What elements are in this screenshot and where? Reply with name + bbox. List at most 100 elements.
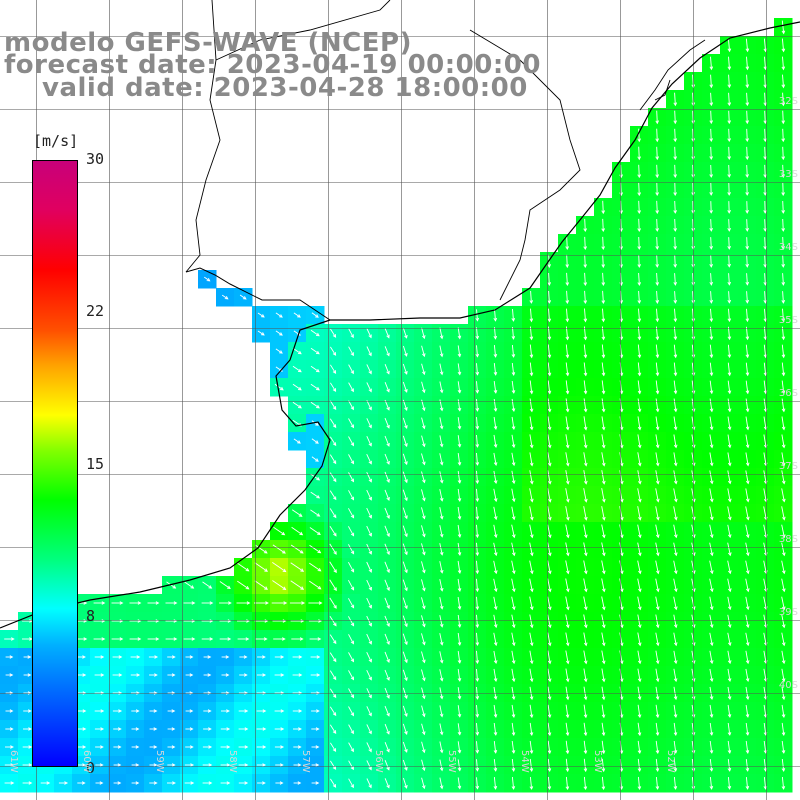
- wind-vector: [782, 74, 784, 88]
- wind-vector-head: [421, 389, 426, 394]
- wind-vector-head: [493, 606, 498, 611]
- wind-vector: [710, 74, 712, 88]
- wind-vector-head: [137, 619, 142, 623]
- wind-vector-head: [119, 601, 124, 605]
- wind-vector: [637, 686, 641, 700]
- wind-vector: [655, 740, 659, 754]
- wind-vector-head: [601, 300, 606, 305]
- wind-vector: [476, 596, 478, 610]
- wind-vector-head: [225, 673, 230, 677]
- wind-vector-head: [245, 637, 250, 641]
- wind-vector: [763, 542, 767, 556]
- wind-vector-head: [350, 550, 355, 555]
- wind-vector-head: [530, 552, 534, 557]
- wind-vector-head: [173, 601, 178, 605]
- wind-vector: [601, 776, 605, 790]
- wind-vector: [638, 272, 640, 286]
- wind-vector-head: [637, 282, 642, 286]
- wind-vector-head: [565, 300, 570, 305]
- wind-vector: [583, 758, 587, 772]
- wind-vector: [674, 164, 676, 178]
- wind-vector: [366, 472, 372, 482]
- wind-vector: [421, 633, 425, 645]
- wind-vector-head: [350, 388, 354, 393]
- wind-vector-head: [691, 714, 696, 719]
- wind-vector-head: [264, 568, 268, 572]
- wind-vector-head: [529, 372, 534, 377]
- wind-vector-head: [368, 586, 372, 591]
- wind-vector-head: [333, 622, 337, 627]
- wind-vector: [254, 580, 268, 590]
- wind-vector: [384, 669, 390, 681]
- wind-vector: [529, 722, 533, 736]
- wind-vector-head: [655, 390, 660, 395]
- wind-vector-head: [745, 209, 749, 214]
- wind-vector-head: [673, 426, 678, 431]
- wind-vector-head: [529, 624, 534, 629]
- wind-vector: [547, 740, 551, 754]
- wind-vector-head: [763, 210, 767, 214]
- wind-vector-head: [583, 642, 588, 647]
- wind-vector-head: [82, 655, 86, 659]
- wind-vector: [601, 560, 605, 574]
- wind-vector: [310, 329, 320, 337]
- wind-vector: [329, 652, 337, 662]
- wind-vector-head: [439, 641, 444, 646]
- wind-vector-head: [457, 695, 462, 700]
- wind-vector-head: [601, 624, 606, 629]
- wind-vector-head: [709, 281, 714, 286]
- lat-label: 32S: [778, 96, 798, 107]
- wind-vector-head: [511, 606, 516, 611]
- wind-vector: [566, 254, 568, 268]
- wind-vector-head: [439, 479, 444, 484]
- wind-vector: [655, 416, 659, 430]
- wind-vector-head: [246, 619, 250, 623]
- wind-vector-head: [637, 174, 642, 179]
- wind-vector: [384, 705, 390, 717]
- wind-vector-head: [620, 588, 624, 593]
- wind-vector: [366, 615, 372, 627]
- wind-vector-head: [475, 588, 480, 593]
- wind-vector: [745, 722, 749, 736]
- wind-vector: [601, 524, 605, 538]
- wind-vector-head: [368, 334, 372, 339]
- wind-vector: [348, 706, 354, 716]
- wind-vector: [763, 686, 767, 700]
- wind-vector-head: [265, 601, 269, 605]
- wind-vector-head: [422, 461, 426, 466]
- wind-vector-head: [601, 390, 606, 395]
- wind-vector: [348, 652, 354, 662]
- wind-vector-head: [317, 531, 321, 536]
- wind-vector-head: [709, 678, 714, 683]
- wind-vector-head: [404, 749, 408, 753]
- wind-vector-head: [565, 336, 570, 341]
- wind-vector: [476, 524, 478, 538]
- wind-vector: [782, 236, 784, 250]
- wind-vector-head: [100, 673, 105, 677]
- wind-vector-head: [727, 138, 732, 143]
- wind-vector-head: [171, 763, 176, 767]
- wind-vector: [656, 218, 658, 232]
- wind-vector: [637, 560, 641, 574]
- wind-vector-head: [583, 462, 588, 467]
- wind-vector-head: [224, 295, 229, 300]
- wind-vector-head: [781, 768, 786, 772]
- colorbar-tick-15: 15: [86, 455, 105, 473]
- wind-vector: [619, 488, 623, 502]
- wind-vector-head: [457, 767, 462, 772]
- wind-vector: [673, 344, 677, 358]
- wind-vector: [476, 686, 478, 700]
- wind-vector-head: [673, 534, 678, 539]
- wind-vector-head: [673, 282, 678, 286]
- wind-vector: [384, 507, 390, 519]
- wind-vector-head: [332, 712, 337, 717]
- wind-vector: [673, 470, 677, 484]
- wind-vector: [457, 524, 461, 538]
- wind-vector-head: [297, 763, 302, 767]
- wind-vector: [763, 398, 767, 412]
- wind-vector: [709, 488, 713, 502]
- wind-vector: [745, 560, 749, 574]
- wind-vector: [439, 489, 443, 501]
- wind-vector-head: [101, 619, 106, 623]
- wind-vector: [476, 668, 478, 682]
